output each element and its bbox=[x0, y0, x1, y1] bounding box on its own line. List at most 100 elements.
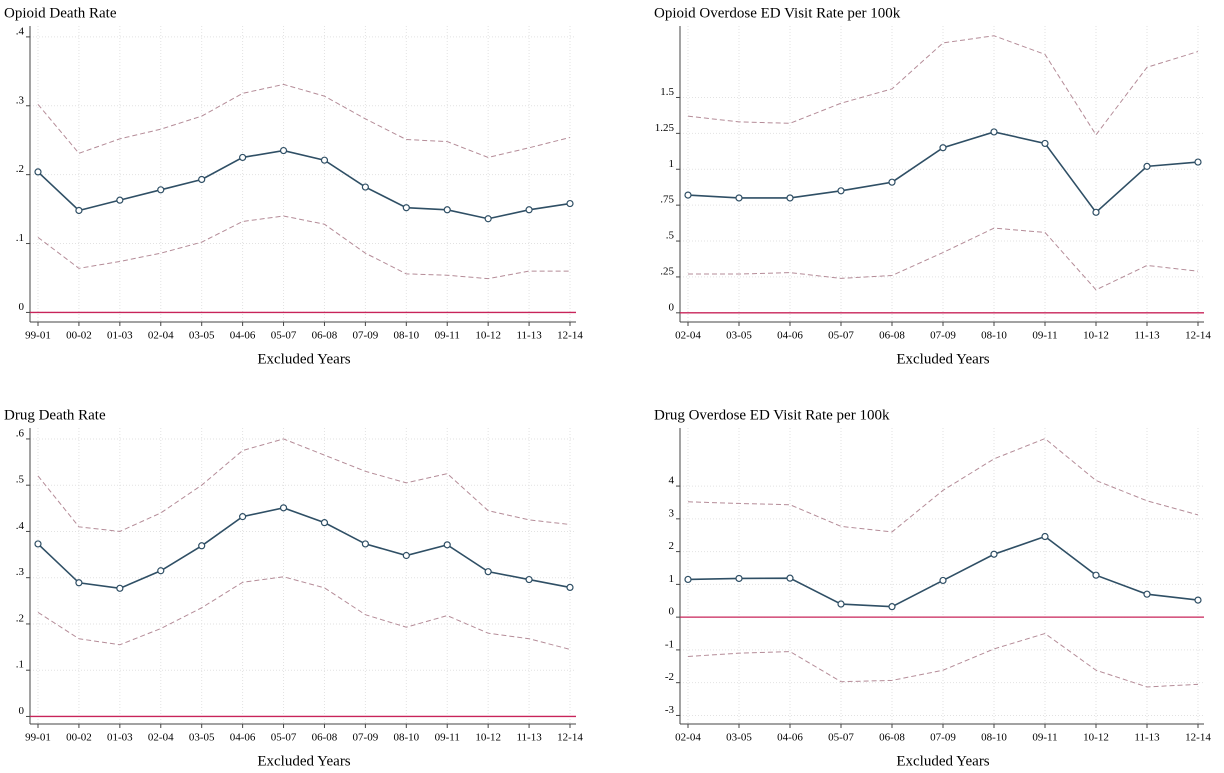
point bbox=[320, 519, 329, 527]
point bbox=[888, 603, 896, 611]
x-tick-label: 08-10 bbox=[393, 330, 419, 342]
y-tick-label: .5 bbox=[16, 474, 25, 486]
x-tick-label: 10-12 bbox=[475, 330, 501, 342]
x-tick-label: 12-14 bbox=[557, 732, 583, 744]
y-tick-label: -2 bbox=[665, 671, 674, 683]
point bbox=[525, 575, 533, 584]
estimate-line bbox=[37, 507, 571, 590]
y-tick-label: 1 bbox=[669, 573, 675, 585]
point bbox=[75, 206, 83, 215]
point bbox=[361, 540, 369, 548]
x-axis-label: Excluded Years bbox=[896, 351, 989, 367]
point bbox=[198, 175, 206, 184]
x-tick-label: 08-10 bbox=[981, 330, 1007, 342]
y-tick-label: .4 bbox=[16, 520, 25, 532]
x-tick-label: 05-07 bbox=[271, 732, 297, 744]
x-tick-label: 07-09 bbox=[353, 732, 379, 744]
point bbox=[786, 194, 794, 202]
x-tick-label: 10-12 bbox=[1083, 732, 1109, 744]
point bbox=[1041, 532, 1049, 541]
point bbox=[939, 144, 947, 152]
x-tick-label: 07-09 bbox=[930, 732, 956, 744]
point bbox=[198, 542, 206, 550]
ci-line bbox=[37, 83, 571, 158]
point bbox=[443, 541, 451, 549]
y-tick-label: 0 bbox=[669, 606, 675, 618]
x-tick-label: 07-09 bbox=[353, 330, 379, 342]
y-tick-label: 4 bbox=[669, 475, 675, 487]
y-tick-label: 0 bbox=[19, 301, 25, 313]
x-tick-label: 02-04 bbox=[148, 732, 174, 744]
point bbox=[939, 576, 947, 585]
point bbox=[1041, 139, 1049, 148]
point bbox=[484, 568, 492, 576]
x-tick-label: 11-13 bbox=[516, 330, 542, 342]
x-tick-label: 03-05 bbox=[726, 330, 752, 342]
x-tick-label: 06-08 bbox=[879, 330, 905, 342]
point bbox=[75, 579, 83, 587]
x-tick-label: 09-11 bbox=[1032, 330, 1057, 342]
y-tick-label: .3 bbox=[16, 94, 25, 106]
x-tick-label: 10-12 bbox=[475, 732, 501, 744]
point bbox=[239, 153, 247, 162]
y-tick-label: .6 bbox=[16, 427, 25, 439]
point bbox=[484, 215, 492, 223]
y-tick-label: .4 bbox=[16, 25, 25, 37]
point bbox=[279, 504, 288, 512]
point bbox=[566, 583, 574, 592]
point bbox=[1194, 596, 1202, 604]
y-tick-label: .2 bbox=[16, 163, 24, 175]
y-tick-label: 1.5 bbox=[660, 86, 674, 98]
point bbox=[1143, 162, 1151, 170]
point bbox=[34, 540, 42, 548]
x-tick-label: 04-06 bbox=[777, 732, 803, 744]
point bbox=[157, 186, 165, 194]
panel-title: Drug Death Rate bbox=[4, 407, 106, 423]
point bbox=[116, 196, 124, 204]
x-tick-label: 04-06 bbox=[230, 330, 256, 342]
point bbox=[1143, 590, 1151, 598]
x-tick-label: 10-12 bbox=[1083, 330, 1109, 342]
panel-title: Drug Overdose ED Visit Rate per 100k bbox=[654, 407, 890, 423]
ci-line bbox=[688, 227, 1199, 291]
y-tick-label: .1 bbox=[16, 232, 24, 244]
point bbox=[684, 191, 692, 199]
x-tick-label: 05-07 bbox=[828, 732, 854, 744]
x-tick-label: 02-04 bbox=[675, 330, 701, 342]
ci-line bbox=[37, 438, 571, 532]
x-tick-label: 03-05 bbox=[726, 732, 752, 744]
point bbox=[735, 574, 743, 583]
x-tick-label: 09-11 bbox=[435, 732, 460, 744]
x-tick-label: 12-14 bbox=[1185, 330, 1211, 342]
ci-line bbox=[37, 576, 571, 650]
x-tick-label: 08-10 bbox=[981, 732, 1007, 744]
point bbox=[239, 513, 247, 521]
x-tick-label: 01-03 bbox=[107, 732, 133, 744]
x-tick-label: 01-03 bbox=[107, 330, 133, 342]
y-tick-label: -3 bbox=[665, 704, 675, 716]
x-tick-label: 09-11 bbox=[1032, 732, 1057, 744]
y-tick-label: .5 bbox=[666, 230, 675, 242]
point bbox=[837, 600, 845, 608]
point bbox=[361, 183, 369, 191]
x-tick-label: 06-08 bbox=[879, 732, 905, 744]
x-tick-label: 05-07 bbox=[828, 330, 854, 342]
point bbox=[443, 206, 451, 214]
point bbox=[1092, 571, 1100, 579]
point bbox=[786, 574, 794, 582]
x-tick-label: 08-10 bbox=[393, 732, 419, 744]
x-tick-label: 07-09 bbox=[930, 330, 956, 342]
y-tick-label: 3 bbox=[669, 507, 675, 519]
point bbox=[402, 204, 410, 212]
y-tick-label: 1.25 bbox=[655, 122, 675, 134]
point bbox=[34, 168, 42, 176]
ci-line bbox=[37, 215, 570, 280]
x-tick-label: 05-07 bbox=[271, 330, 297, 342]
y-tick-label: .3 bbox=[16, 566, 25, 578]
x-tick-label: 06-08 bbox=[312, 732, 338, 744]
y-tick-label: 2 bbox=[669, 540, 675, 552]
y-tick-label: .25 bbox=[660, 265, 674, 277]
y-tick-label: .1 bbox=[16, 659, 24, 671]
x-tick-label: 03-05 bbox=[189, 330, 215, 342]
